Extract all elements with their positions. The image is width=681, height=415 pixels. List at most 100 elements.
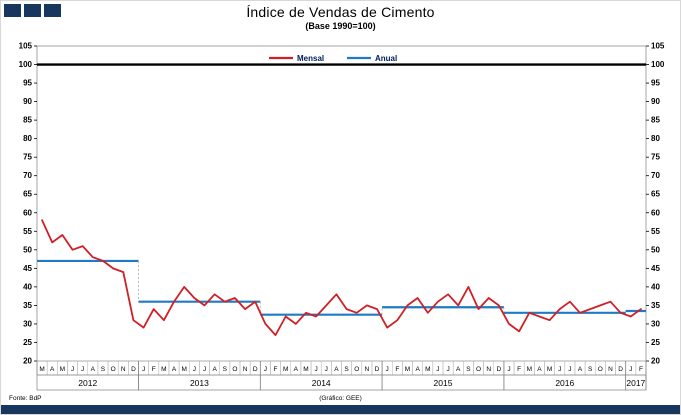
svg-text:N: N (486, 366, 491, 373)
svg-text:F: F (152, 366, 156, 373)
svg-text:S: S (223, 366, 228, 373)
cement-sales-chart: 20 20 25 25 30 30 35 35 40 40 45 45 50 50 55 55 60 60 65 65… (19, 42, 665, 391)
svg-text:A: A (415, 366, 420, 373)
logo-square (24, 4, 41, 17)
svg-text:70: 70 (23, 171, 32, 180)
svg-text:J: J (325, 366, 328, 373)
svg-text:20: 20 (651, 357, 660, 366)
svg-text:105: 105 (651, 42, 665, 51)
svg-text:S: S (588, 366, 593, 373)
svg-text:S: S (344, 366, 349, 373)
svg-text:J: J (203, 366, 206, 373)
svg-text:A: A (50, 366, 55, 373)
svg-text:100: 100 (19, 60, 33, 69)
svg-text:95: 95 (651, 79, 660, 88)
svg-text:65: 65 (23, 190, 32, 199)
svg-text:20: 20 (23, 357, 32, 366)
svg-text:J: J (315, 366, 318, 373)
svg-text:A: A (91, 366, 96, 373)
svg-text:Mensal: Mensal (297, 54, 324, 63)
svg-text:N: N (121, 366, 126, 373)
svg-text:85: 85 (651, 116, 660, 125)
svg-text:60: 60 (651, 208, 660, 217)
svg-text:M: M (405, 366, 410, 373)
svg-text:F: F (517, 366, 521, 373)
svg-text:40: 40 (651, 282, 660, 291)
svg-text:M: M (283, 366, 288, 373)
svg-text:65: 65 (651, 190, 660, 199)
svg-text:25: 25 (651, 338, 660, 347)
svg-text:F: F (639, 366, 643, 373)
svg-text:F: F (274, 366, 278, 373)
svg-text:2017: 2017 (626, 378, 645, 388)
svg-text:80: 80 (23, 134, 32, 143)
svg-text:60: 60 (23, 208, 32, 217)
logo-squares (4, 4, 61, 17)
svg-text:M: M (425, 366, 430, 373)
svg-text:A: A (578, 366, 583, 373)
svg-text:M: M (39, 366, 44, 373)
svg-text:35: 35 (23, 301, 32, 310)
svg-text:85: 85 (23, 116, 32, 125)
svg-text:O: O (232, 366, 237, 373)
svg-text:2012: 2012 (78, 378, 97, 388)
svg-text:J: J (568, 366, 571, 373)
svg-text:J: J (71, 366, 74, 373)
svg-text:35: 35 (651, 301, 660, 310)
svg-text:A: A (334, 366, 339, 373)
svg-text:2013: 2013 (190, 378, 209, 388)
svg-text:J: J (142, 366, 145, 373)
svg-text:30: 30 (23, 319, 32, 328)
svg-text:95: 95 (23, 79, 32, 88)
svg-text:A: A (212, 366, 217, 373)
svg-text:70: 70 (651, 171, 660, 180)
svg-text:M: M (161, 366, 166, 373)
svg-text:N: N (243, 366, 248, 373)
svg-text:A: A (172, 366, 177, 373)
svg-text:M: M (527, 366, 532, 373)
svg-text:J: J (446, 366, 449, 373)
svg-text:J: J (264, 366, 267, 373)
source-note: Fonte: BdP (9, 395, 42, 402)
svg-text:30: 30 (651, 319, 660, 328)
svg-text:N: N (608, 366, 613, 373)
svg-text:Anual: Anual (375, 54, 397, 63)
svg-text:J: J (507, 366, 510, 373)
svg-text:J: J (436, 366, 439, 373)
svg-text:100: 100 (651, 60, 665, 69)
svg-text:D: D (618, 366, 623, 373)
svg-text:O: O (354, 366, 359, 373)
svg-text:2016: 2016 (555, 378, 574, 388)
bottom-brand-bar (1, 405, 680, 414)
svg-text:J: J (193, 366, 196, 373)
svg-text:55: 55 (651, 227, 660, 236)
svg-text:D: D (253, 366, 258, 373)
svg-text:A: A (537, 366, 542, 373)
svg-text:75: 75 (23, 153, 32, 162)
svg-text:50: 50 (651, 245, 660, 254)
svg-text:M: M (60, 366, 65, 373)
credit-note: (Gráfico: GEE) (319, 395, 362, 402)
svg-text:D: D (375, 366, 380, 373)
svg-text:2015: 2015 (434, 378, 453, 388)
svg-text:40: 40 (23, 282, 32, 291)
svg-text:M: M (181, 366, 186, 373)
svg-text:N: N (365, 366, 370, 373)
logo-square (4, 4, 21, 17)
svg-text:M: M (303, 366, 308, 373)
svg-text:50: 50 (23, 245, 32, 254)
svg-text:90: 90 (23, 97, 32, 106)
svg-text:O: O (598, 366, 603, 373)
svg-text:45: 45 (651, 264, 660, 273)
svg-text:J: J (629, 366, 632, 373)
svg-text:O: O (476, 366, 481, 373)
svg-text:D: D (496, 366, 501, 373)
svg-text:S: S (101, 366, 106, 373)
svg-text:J: J (386, 366, 389, 373)
svg-text:A: A (294, 366, 299, 373)
svg-text:O: O (111, 366, 116, 373)
svg-text:2014: 2014 (312, 378, 331, 388)
svg-text:90: 90 (651, 97, 660, 106)
svg-text:75: 75 (651, 153, 660, 162)
